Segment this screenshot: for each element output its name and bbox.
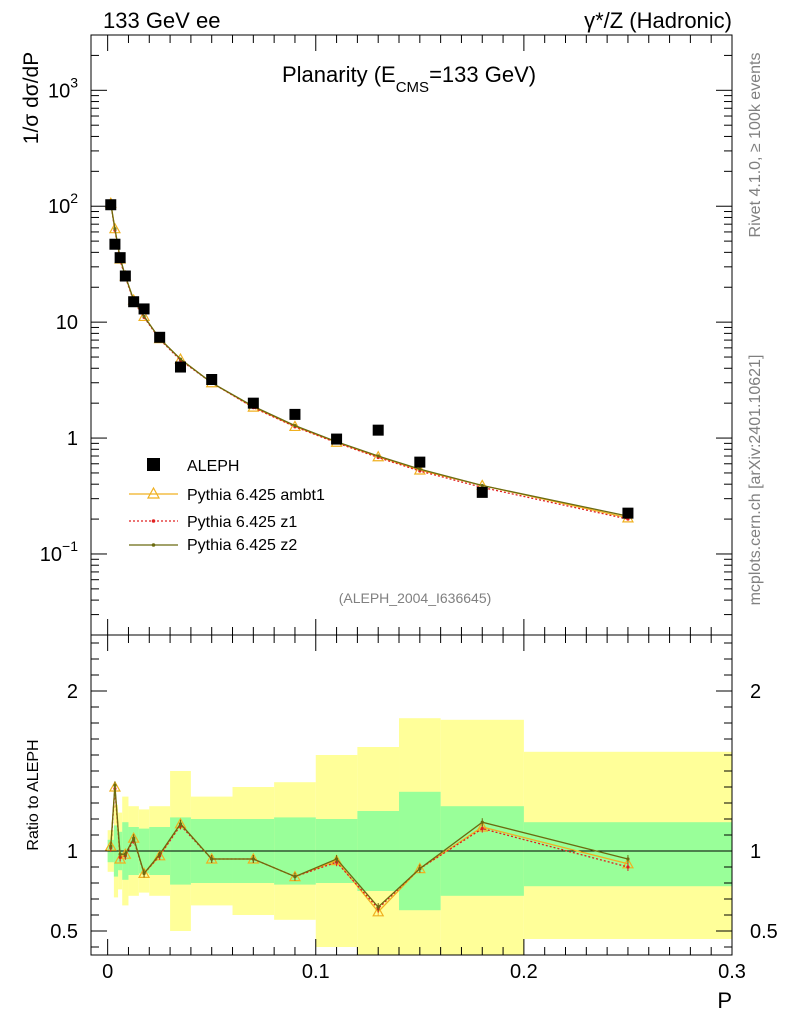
- aleph-data-point: [331, 433, 343, 445]
- analysis-tag: (ALEPH_2004_I636645): [339, 590, 492, 606]
- ratio-curve-z2: [110, 785, 629, 908]
- legend-label-z2: Pythia 6.425 z2: [187, 537, 297, 554]
- aleph-data-point: [247, 397, 259, 409]
- plot-title-main: Planarity (E: [282, 62, 396, 87]
- aleph-data-point: [109, 238, 121, 250]
- legend-marker-z2: [151, 543, 156, 547]
- ratio-y-axis-label: Ratio to ALEPH: [25, 739, 42, 850]
- main-y-tick-label: 10−1: [40, 538, 78, 566]
- aleph-data-point: [154, 331, 166, 343]
- ratio-uncertainty-bands: [107, 718, 732, 955]
- ratio-point-z2: [376, 905, 380, 909]
- ratio-point-z2: [334, 857, 339, 861]
- ratio-y-tick-label-left: 0.5: [50, 921, 78, 943]
- main-point-z2: [142, 314, 146, 319]
- ratio-point-z2: [293, 875, 297, 879]
- main-point-ambt1: [138, 310, 151, 322]
- aleph-data-point: [289, 408, 301, 420]
- main-y-tick-label: 102: [48, 190, 78, 218]
- aleph-data-point: [119, 270, 131, 282]
- ratio-point-z2: [210, 857, 214, 861]
- aleph-data-point: [128, 296, 140, 308]
- main-y-tick-label: 1: [67, 428, 78, 450]
- main-mc-curves: [104, 197, 634, 523]
- aleph-data-point: [174, 361, 186, 373]
- ratio-point-z2: [158, 852, 162, 856]
- ratio-y-tick-label-right: 2: [750, 681, 761, 703]
- legend: ALEPH Pythia 6.425 ambt1 Pythia 6.425 z1…: [129, 458, 325, 554]
- aleph-data-point: [372, 424, 384, 436]
- ratio-point-z1: [480, 827, 484, 831]
- main-y-axis-label: 1/σ dσ/dP: [20, 52, 43, 144]
- mcplots-label: mcplots.cern.ch [arXiv:2401.10621]: [747, 355, 764, 606]
- aleph-data-point: [105, 199, 117, 211]
- ratio-point-ambt1: [372, 905, 385, 917]
- ratio-point-z1: [626, 865, 630, 869]
- main-y-tick-label: 103: [48, 74, 78, 102]
- legend-marker-ambt1: [146, 486, 161, 499]
- x-axis-label: P: [717, 988, 732, 1013]
- ratio-point-z2: [113, 783, 117, 788]
- ratio-axis-ticks: [91, 635, 733, 955]
- plot-title-rest: =133 GeV): [429, 62, 536, 87]
- ratio-point-z2: [418, 867, 422, 871]
- aleph-data-point: [206, 374, 218, 386]
- ratio-y-tick-label-left: 2: [67, 681, 78, 703]
- main-point-z2: [480, 483, 484, 488]
- plot-title: Planarity (ECMS=133 GeV): [282, 62, 536, 96]
- ratio-plot-frame: [90, 634, 733, 956]
- x-tick-label: 0.2: [510, 961, 538, 983]
- ratio-point-z2: [109, 844, 113, 848]
- ratio-y-tick-label-left: 1: [67, 841, 78, 863]
- header-left-label: 133 GeV ee: [103, 8, 220, 33]
- aleph-data-point: [622, 507, 634, 519]
- legend-label-ambt1: Pythia 6.425 ambt1: [187, 487, 325, 504]
- legend-label-z1: Pythia 6.425 z1: [187, 514, 297, 531]
- aleph-data-point: [138, 303, 150, 315]
- legend-label-aleph: ALEPH: [187, 458, 239, 475]
- main-point-z2: [418, 467, 422, 471]
- main-y-tick-label: 10: [56, 312, 78, 334]
- plot-title-subscript: CMS: [396, 79, 429, 96]
- ratio-point-z2: [626, 857, 630, 861]
- ratio-point-z2: [178, 822, 183, 826]
- x-tick-label: 0.1: [302, 961, 330, 983]
- legend-marker-z1: [151, 519, 156, 523]
- aleph-data-point: [414, 456, 426, 468]
- ratio-plot-panel: 2 2 1 1 0.5 0.5 0 0.1 0.2 0.3 Ratio to ALEPH P: [25, 634, 778, 1013]
- x-tick-label: 0: [102, 961, 113, 983]
- x-tick-label: 0.3: [718, 961, 746, 983]
- ratio-point-z2: [480, 820, 484, 824]
- ratio-band-green: [523, 822, 732, 887]
- aleph-data-point: [476, 486, 488, 498]
- ratio-point-z2: [142, 871, 146, 876]
- ratio-point-z2: [118, 852, 122, 856]
- main-point-z2: [293, 424, 297, 428]
- rivet-version-label: Rivet 4.1.0, ≥ 100k events: [747, 53, 764, 238]
- ratio-mc-curves: [104, 780, 634, 917]
- main-point-z2: [178, 357, 183, 361]
- ratio-y-tick-label-right: 1: [750, 841, 761, 863]
- legend-marker-aleph: [147, 458, 160, 471]
- main-data-points: [105, 199, 634, 519]
- ratio-point-z2: [251, 857, 255, 861]
- ratio-point-z2: [123, 852, 127, 856]
- main-axis-ticks: [91, 34, 733, 636]
- ratio-point-z2: [132, 836, 136, 840]
- main-point-z2: [113, 227, 117, 231]
- aleph-data-point: [114, 252, 126, 264]
- header-right-label: γ*/Z (Hadronic): [584, 8, 732, 33]
- ratio-tick-labels: 2 2 1 1 0.5 0.5 0 0.1 0.2 0.3: [50, 681, 778, 983]
- main-point-z2: [376, 454, 380, 458]
- main-curve-z2: [110, 203, 629, 517]
- ratio-y-tick-label-right: 0.5: [750, 921, 778, 943]
